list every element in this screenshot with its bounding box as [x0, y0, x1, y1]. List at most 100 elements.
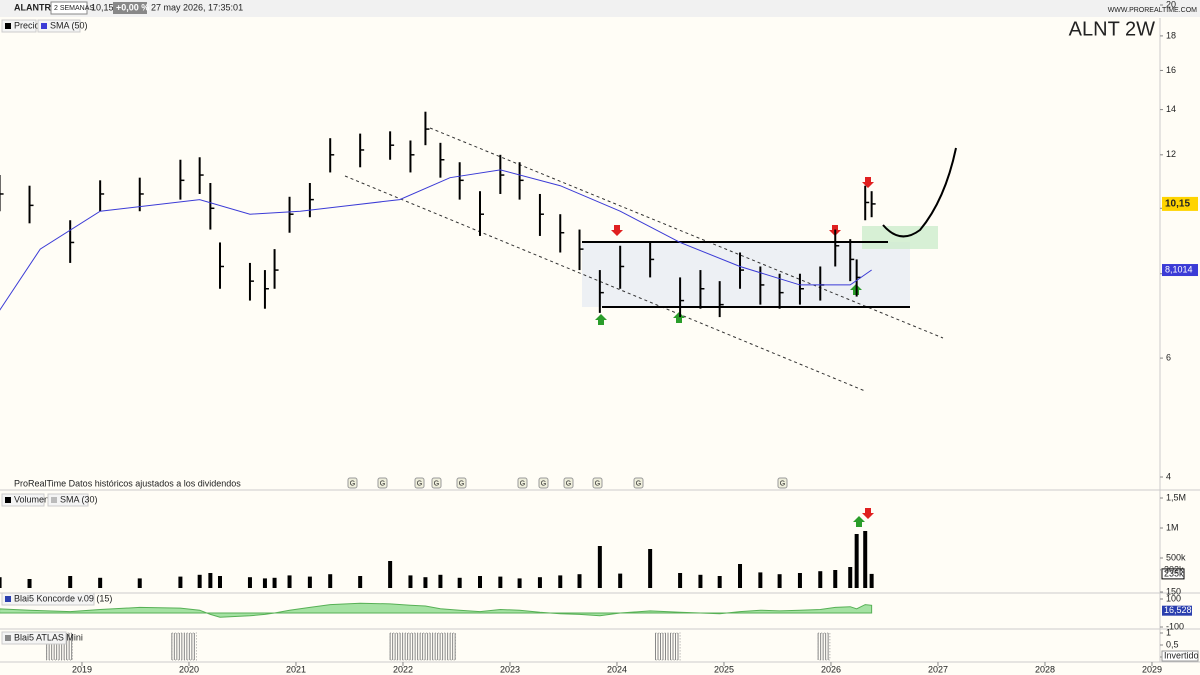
scale-note-box: [1161, 650, 1199, 662]
y-tick-label: 12: [1166, 149, 1176, 159]
dividend-marker[interactable]: [456, 477, 467, 489]
x-tick-label: 2027: [928, 664, 948, 674]
dividend-label: G: [434, 480, 439, 487]
dividend-marker[interactable]: [777, 477, 788, 489]
x-tick-label: 2021: [286, 664, 306, 674]
header-price: 10,15: [91, 2, 114, 12]
dividend-marker[interactable]: [431, 477, 442, 489]
chart-title: ALNT 2W: [1069, 18, 1155, 40]
y-tick-label: 500k: [1166, 552, 1186, 562]
volume-bar: [137, 578, 142, 588]
volume-bar: [217, 576, 222, 588]
legend-label: Precio: [14, 20, 40, 30]
trend-line: [344, 175, 866, 392]
legend-label: Blai5 ATLAS Mini: [14, 632, 83, 642]
volume-bar: [854, 534, 859, 588]
dividend-marker[interactable]: [563, 477, 574, 489]
sma-last-box: [1162, 264, 1198, 277]
legend-box: [37, 19, 81, 33]
x-tick-label: 2024: [607, 664, 627, 674]
period: 2 SEMANAS: [54, 5, 94, 12]
dividend-marker[interactable]: [347, 477, 358, 489]
volume-bar: [738, 564, 743, 588]
y-tick-label: 1,5M: [1166, 492, 1186, 502]
dividend-label: G: [459, 480, 464, 487]
legend-box: [1, 631, 67, 645]
volume-bar: [478, 576, 483, 588]
range-box: [582, 242, 910, 307]
legend-label: SMA (30): [60, 494, 98, 504]
dividend-marker[interactable]: [414, 477, 425, 489]
site: WWW.PROREALTIME.COM: [1108, 7, 1197, 14]
volume-bar: [0, 577, 2, 588]
volume-bar: [848, 567, 853, 588]
volume-last-box: [1161, 568, 1185, 580]
header-bar: [0, 0, 1200, 17]
scale-note: Invertido: [1164, 650, 1199, 660]
projection-curve: [882, 147, 957, 238]
legend-label: SMA (50): [50, 20, 88, 30]
koncorde-area: [0, 602, 873, 618]
legend-label: Volumen: [14, 494, 49, 504]
dividend-label: G: [595, 480, 600, 487]
dividend-marker[interactable]: [538, 477, 549, 489]
y-tick-label: 18: [1166, 30, 1176, 40]
legend-box: [1, 493, 45, 507]
sma-last-label: 8,1014: [1165, 264, 1193, 274]
dividend-marker[interactable]: [633, 477, 644, 489]
koncorde-current-label: 16,528: [1164, 605, 1192, 615]
change: +0,00 %: [116, 2, 149, 12]
volume-bar: [27, 579, 32, 588]
volume-bar: [328, 574, 333, 588]
volume-bar: [698, 574, 703, 588]
dividend-label: G: [541, 480, 546, 487]
legend-swatch: [5, 497, 11, 503]
last-price-box: [1162, 196, 1198, 211]
y-tick-label: -100: [1166, 621, 1184, 631]
x-tick-label: 2020: [179, 664, 199, 674]
volume-bar: [517, 578, 522, 588]
volume-bar: [818, 571, 823, 588]
volume-bar: [777, 574, 782, 588]
volume-bar: [178, 576, 183, 588]
volume-bar: [358, 576, 363, 588]
y-tick-label: 150: [1166, 586, 1181, 596]
volume-bar: [797, 573, 802, 588]
volume-bar: [287, 575, 292, 588]
x-tick-label: 2029: [1142, 664, 1162, 674]
volume-bar: [863, 531, 868, 588]
volume-bar: [208, 573, 213, 588]
y-tick-label: 0,5: [1166, 639, 1179, 649]
y-tick-label: 16: [1166, 65, 1176, 75]
trend-line: [429, 127, 944, 339]
y-tick-label: 1M: [1166, 522, 1179, 532]
y-tick-label: 100: [1166, 593, 1181, 603]
volume-bar: [457, 577, 462, 588]
dividend-marker[interactable]: [517, 477, 528, 489]
dividend-label: G: [780, 480, 785, 487]
volume-bar: [597, 546, 602, 588]
volume-last-label: 235k: [1164, 568, 1184, 578]
dividend-label: G: [350, 480, 355, 487]
x-tick-label: 2026: [821, 664, 841, 674]
period-box[interactable]: [50, 1, 88, 15]
dividend-label: G: [566, 480, 571, 487]
dividend-label: G: [380, 480, 385, 487]
legend-swatch: [5, 596, 11, 602]
change-box: [113, 2, 147, 14]
x-tick-label: 2022: [393, 664, 413, 674]
volume-bar: [98, 577, 103, 588]
legend-swatch: [41, 23, 47, 29]
volume-bar: [388, 561, 393, 588]
x-tick-label: 2025: [714, 664, 734, 674]
volume-bar: [648, 549, 653, 588]
legend-swatch: [51, 497, 57, 503]
datetime: 27 may 2026, 17:35:01: [151, 2, 243, 12]
y-tick-label: 14: [1166, 104, 1176, 114]
dividend-marker[interactable]: [377, 477, 388, 489]
last-price-label: 10,15: [1165, 199, 1190, 210]
legend-box: [47, 493, 89, 507]
dividend-marker[interactable]: [592, 477, 603, 489]
volume-bar: [408, 575, 413, 588]
